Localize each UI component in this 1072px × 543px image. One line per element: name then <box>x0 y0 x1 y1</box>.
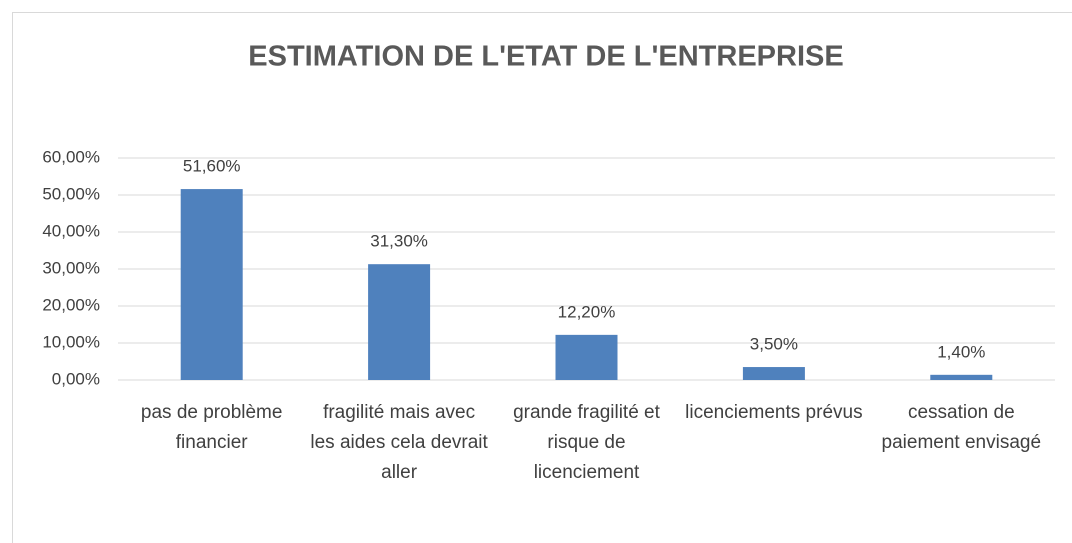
bar <box>742 367 805 380</box>
y-tick-label: 50,00% <box>42 184 100 203</box>
x-tick-label: fragilité mais avec les aides cela devra… <box>310 402 488 483</box>
bar <box>368 264 431 380</box>
data-label: 51,60% <box>183 157 241 176</box>
x-tick-label: licenciements prévus <box>685 402 863 423</box>
x-tick-label: pas de problème financier <box>140 402 283 453</box>
chart-border <box>12 12 1072 543</box>
bar <box>180 189 243 380</box>
y-tick-label: 10,00% <box>42 332 100 351</box>
data-label: 1,40% <box>937 342 985 361</box>
y-tick-label: 40,00% <box>42 221 100 240</box>
bar <box>555 334 618 380</box>
x-tick-label: grande fragilité et risque de licencieme… <box>513 402 660 483</box>
data-label: 12,20% <box>558 302 616 321</box>
data-label: 3,50% <box>750 335 798 354</box>
y-tick-label: 20,00% <box>42 295 100 314</box>
chart-title: ESTIMATION DE L'ETAT DE L'ENTREPRISE <box>248 41 843 73</box>
bar <box>930 374 993 380</box>
y-tick-label: 30,00% <box>42 258 100 277</box>
x-tick-label: cessation de paiement envisagé <box>881 402 1042 453</box>
data-label: 31,30% <box>370 232 428 251</box>
y-tick-label: 0,00% <box>52 369 100 388</box>
y-tick-label: 60,00% <box>42 147 100 166</box>
